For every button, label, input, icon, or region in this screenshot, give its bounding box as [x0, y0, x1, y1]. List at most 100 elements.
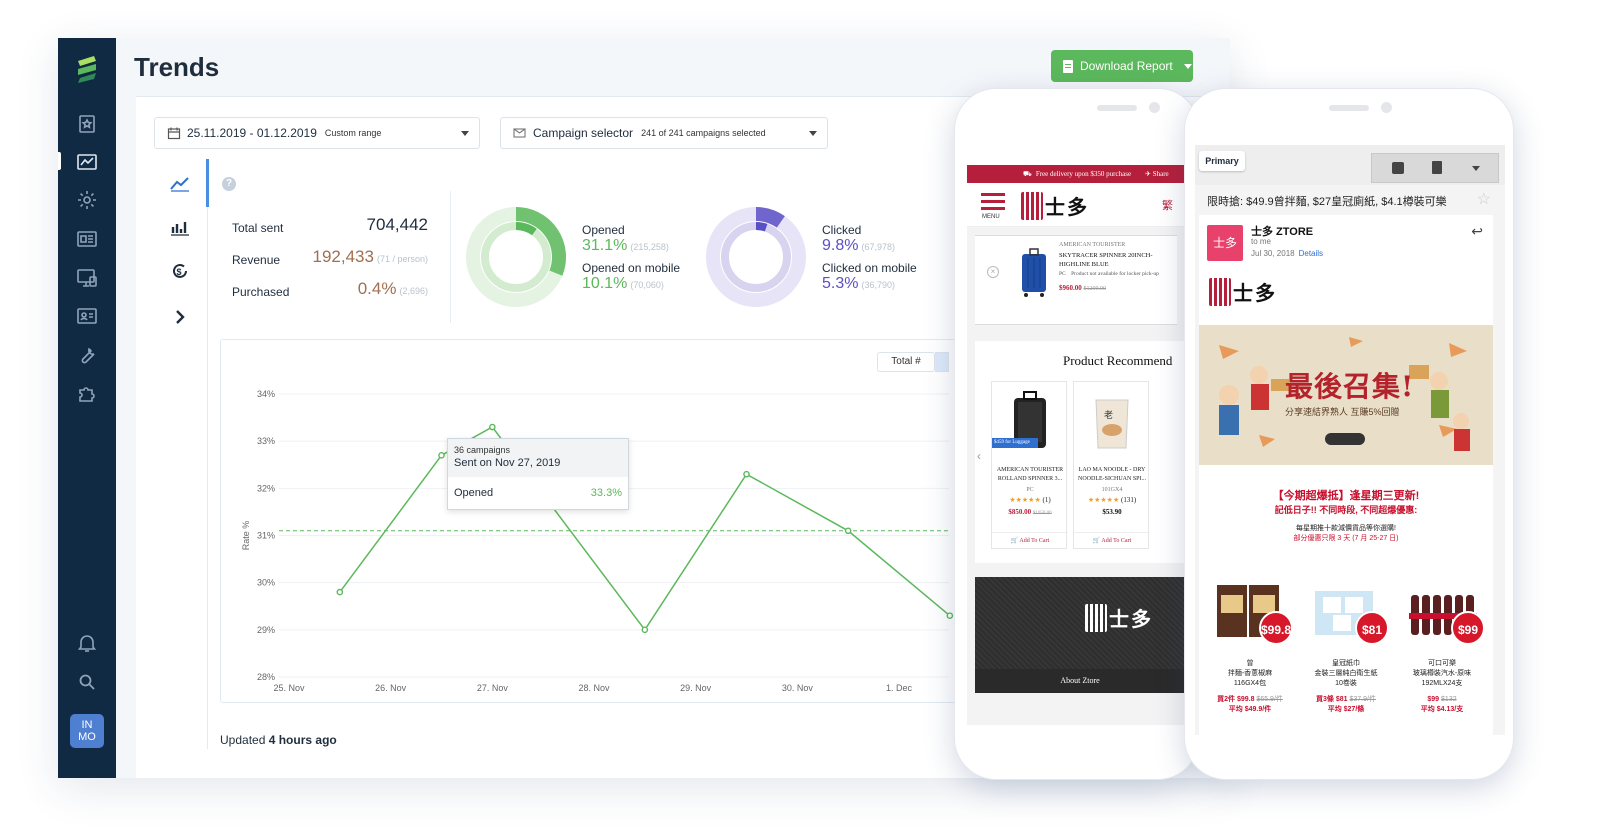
recommended-product-card[interactable]: $459 for Luggage AMERICAN TOURISTER ROLL… — [991, 381, 1068, 549]
price-badge: $81 — [1355, 611, 1389, 645]
cart-item-old-price: $1200.00 — [1083, 286, 1107, 292]
tooltip-campaign-count: 36 campaigns — [454, 445, 511, 455]
deal-product-qty: 10卷裝 — [1335, 680, 1357, 687]
price-badge: $99 — [1451, 611, 1485, 645]
more-options-icon[interactable] — [1472, 166, 1480, 171]
banner-illustration — [1219, 337, 1470, 451]
envelope-stack-icon — [513, 128, 526, 138]
chevron-down-icon — [461, 131, 469, 136]
chevron-right-icon[interactable] — [168, 305, 192, 329]
recommended-product-card[interactable]: 老 LAO MA NOODLE - DRY NOODLE-SICHUAN SPI… — [1073, 381, 1150, 549]
archive-icon[interactable] — [1392, 162, 1404, 174]
campaign-selector[interactable]: Campaign selector 241 of 241 campaigns s… — [500, 117, 828, 149]
deal-old-price: $37.9/件 — [1349, 696, 1376, 703]
purchased-label: Purchased — [232, 285, 290, 299]
banner-title: 最後召集! — [1285, 370, 1415, 403]
y-tick-label: 28% — [257, 672, 275, 682]
tooltip-metric-value: 33.3% — [590, 487, 622, 499]
gallery-icon[interactable] — [75, 227, 99, 251]
cart-item-price-line: $960.00 $1200.00 — [1059, 284, 1106, 292]
total-sent-label: Total sent — [232, 221, 284, 235]
help-icon[interactable]: ? — [222, 177, 236, 191]
ztore-logo[interactable]: 士多 — [1021, 191, 1089, 220]
deal-product-card[interactable]: $99 可口可樂 玻璃樽裝汽水-原味 192MLX24支 $99 $132 平均… — [1397, 581, 1487, 731]
star-icon[interactable]: ☆ — [1476, 191, 1491, 208]
deal-product-card[interactable]: $81 皇冠紙巾 金裝三層純白衛生紙 10卷裝 買3條 $81 $37.9/件 … — [1301, 581, 1391, 731]
footer-logo-text: 士多 — [1109, 607, 1153, 631]
line-chart-tab-icon[interactable] — [168, 171, 192, 195]
y-tick-label: 31% — [257, 531, 275, 541]
sender-name: 士多 ZTORE — [1251, 226, 1314, 238]
add-to-cart-button[interactable]: 🛒 Add To Cart — [992, 532, 1068, 548]
cart-item-price: $960.00 — [1059, 284, 1082, 292]
view-tabs: $ — [154, 159, 209, 749]
menu-label: MENU — [982, 214, 1000, 220]
percent-toggle-button[interactable] — [935, 352, 949, 372]
shop-footer: 士多 About Ztore — [975, 577, 1185, 693]
data-point — [489, 423, 496, 431]
clicked-label: Clicked — [822, 223, 862, 237]
deal-price: $99 — [1427, 696, 1440, 703]
devices-icon[interactable] — [75, 266, 99, 290]
data-point — [946, 612, 954, 619]
ztore-logo-mark — [1021, 191, 1043, 220]
add-to-cart-button[interactable]: 🛒 Add To Cart — [1074, 532, 1150, 548]
product-rating: ★★★★★ (1) — [1009, 496, 1051, 504]
shop-promo-bar: ⛟ Free delivery upon $350 purchase ✈ Sha… — [967, 165, 1185, 183]
product-price: $53.90 — [1102, 508, 1122, 516]
deal-price-line: 買2件 $99.8 $65.9/件 — [1205, 695, 1295, 705]
reply-icon[interactable]: ↩ — [1471, 223, 1483, 239]
y-tick-label: 33% — [257, 436, 275, 446]
chevron-down-icon — [1183, 63, 1192, 69]
product-name: LAO MA NOODLE - DRY NOODLE-SICHUAN SPI..… — [1077, 467, 1146, 482]
settings-gear-icon[interactable] — [75, 188, 99, 212]
deal-product-name: 曾 — [1246, 660, 1254, 667]
bookmark-icon[interactable] — [75, 112, 99, 136]
luggage-image — [1014, 391, 1046, 448]
app-logo[interactable] — [72, 52, 102, 86]
product-recommend-title: Product Recommend — [1063, 353, 1173, 368]
download-report-button[interactable]: Download Report — [1051, 50, 1193, 82]
cart-item-name: SKYTRACER SPINNER 20INCH-HIGHLINE BLUE — [1059, 252, 1153, 268]
sidebar: IN MO — [58, 38, 116, 778]
deal-product-card[interactable]: $99.8 曾 拌麵-香蔥椒麻 116GX4包 買2件 $99.8 $65.9/… — [1205, 581, 1295, 731]
bar-chart-tab-icon[interactable] — [168, 215, 192, 239]
primary-inbox-tab[interactable]: Primary — [1199, 151, 1245, 171]
purchased-rate: 0.4% — [357, 279, 397, 298]
trash-icon[interactable] — [1432, 161, 1442, 174]
contacts-card-icon[interactable] — [75, 304, 99, 328]
bell-icon[interactable] — [75, 631, 99, 655]
total-toggle-button[interactable]: Total # — [877, 352, 935, 372]
x-tick-label: 30. Nov — [782, 683, 814, 693]
remove-item-icon[interactable]: × — [987, 266, 999, 278]
search-icon[interactable] — [75, 670, 99, 694]
cart-item-brand: AMERICAN TOURISTER — [1059, 242, 1126, 248]
product-rating: ★★★★★ (131) — [1087, 496, 1137, 504]
add-to-cart-label: Add To Cart — [1101, 538, 1132, 544]
email-date: Jul 30, 2018 — [1251, 249, 1295, 258]
carousel-prev-icon[interactable]: ‹ — [977, 449, 981, 463]
email-message: 士多 士多 ZTORE to me Jul 30, 2018 Details ↩ … — [1199, 215, 1493, 735]
promo-banner[interactable]: 最後召集! 分享速結界熟人 互賺5%回贈 — [1199, 325, 1493, 465]
hamburger-menu-icon[interactable] — [981, 193, 1005, 214]
email-logo-mark — [1209, 277, 1231, 306]
phone-mockup-shop: ⛟ Free delivery upon $350 purchase ✈ Sha… — [954, 88, 1200, 780]
avatar-initials-line1: IN — [81, 719, 93, 731]
about-ztore-link[interactable]: About Ztore — [975, 669, 1185, 693]
trends-chart-icon[interactable] — [75, 150, 99, 174]
details-link[interactable]: Details — [1298, 249, 1324, 258]
clicked-donut-chart — [706, 207, 806, 307]
data-point — [844, 527, 852, 535]
share-icon[interactable]: ✈ Share — [1145, 170, 1169, 178]
delivery-icon: ⛟ — [1023, 169, 1032, 178]
y-axis-label: Rate % — [241, 521, 251, 551]
footer-ztore-logo: 士多 — [1085, 603, 1153, 632]
date-range-selector[interactable]: 25.11.2019 - 01.12.2019 Custom range — [154, 117, 480, 149]
wrench-icon[interactable] — [75, 343, 99, 367]
product-review-count: (131) — [1120, 496, 1137, 504]
puzzle-icon[interactable] — [75, 381, 99, 405]
product-price: $850.00 — [1008, 508, 1032, 516]
revenue-cycle-icon[interactable]: $ — [168, 259, 192, 283]
user-avatar[interactable]: IN MO — [70, 714, 104, 748]
language-switch[interactable]: 繁 — [1162, 200, 1173, 212]
